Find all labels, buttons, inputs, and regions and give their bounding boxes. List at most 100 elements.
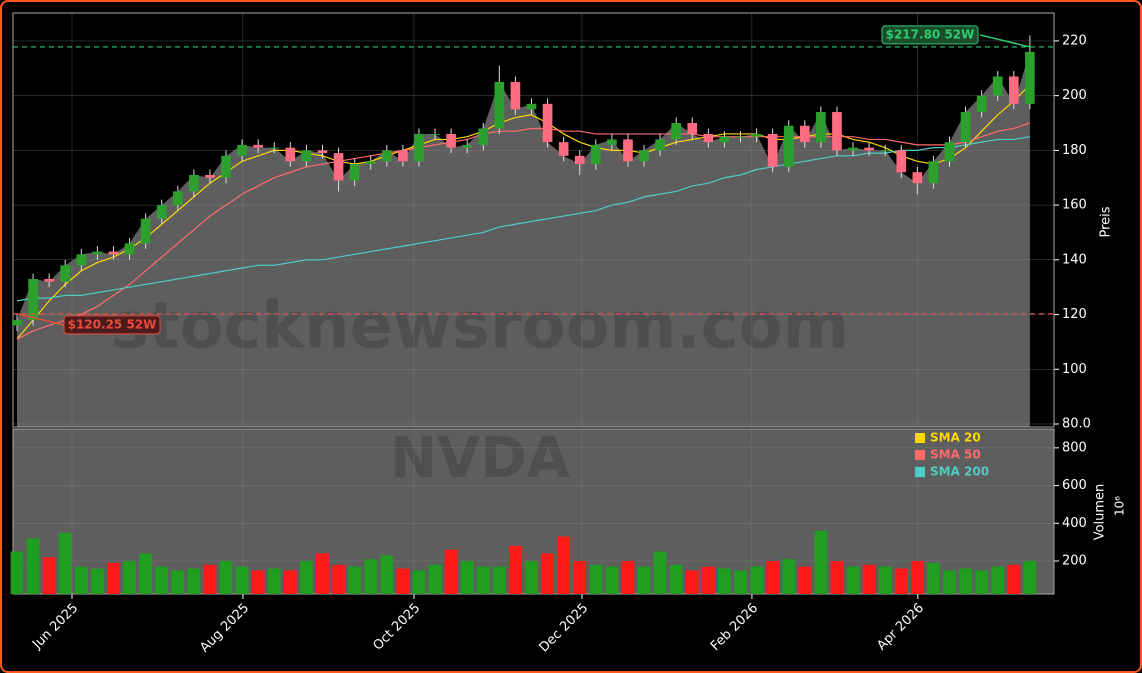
price-area bbox=[17, 51, 1030, 427]
x-tick-label: Aug 2025 bbox=[197, 601, 252, 656]
legend-swatch bbox=[915, 467, 925, 477]
volume-bar bbox=[155, 566, 169, 594]
y-tick-label: 800 bbox=[1062, 440, 1087, 455]
candle-body bbox=[317, 150, 328, 154]
candle-body bbox=[28, 278, 38, 321]
watermark: stocknewsroom.com bbox=[111, 290, 849, 364]
volume-bar bbox=[299, 561, 313, 594]
candle-body bbox=[478, 128, 489, 145]
volume-bar bbox=[203, 564, 217, 594]
volume-bar bbox=[605, 566, 619, 594]
candle-body bbox=[124, 243, 135, 255]
ticker-watermark: NVDA bbox=[390, 426, 571, 491]
candle-body bbox=[76, 254, 87, 266]
volume-bar bbox=[251, 570, 265, 594]
candle-body bbox=[44, 278, 54, 282]
y-tick-label: 600 bbox=[1062, 478, 1087, 493]
candle-body bbox=[365, 161, 376, 165]
x-tick-label: Feb 2026 bbox=[708, 601, 761, 654]
volume-bar bbox=[123, 561, 136, 594]
candle-body bbox=[462, 144, 473, 148]
volume-bar bbox=[1023, 561, 1037, 594]
volume-bar bbox=[508, 545, 522, 594]
volume-bar bbox=[685, 570, 699, 594]
candle-body bbox=[1025, 51, 1035, 104]
annotation-box bbox=[881, 25, 979, 45]
volume-bar bbox=[782, 559, 796, 594]
volume-bar bbox=[573, 561, 587, 594]
candle-body bbox=[172, 191, 183, 206]
volume-bar bbox=[139, 553, 153, 594]
candle-body bbox=[398, 150, 408, 162]
legend-swatch bbox=[915, 450, 925, 460]
candle-body bbox=[896, 150, 907, 173]
candle-body bbox=[381, 150, 392, 162]
volume-bar bbox=[235, 566, 249, 594]
candle-body bbox=[349, 164, 360, 181]
volume-bar bbox=[316, 553, 329, 594]
candle-body bbox=[607, 139, 617, 145]
volume-bar bbox=[219, 561, 233, 594]
volume-bar bbox=[734, 570, 747, 594]
candle-body bbox=[848, 147, 858, 151]
volume-bar bbox=[878, 566, 892, 594]
volume-bar bbox=[814, 530, 828, 594]
axis-unit: 10⁶ bbox=[1113, 496, 1127, 516]
volume-bar bbox=[283, 570, 297, 594]
volume-bar bbox=[58, 532, 72, 594]
candle-body bbox=[269, 147, 280, 149]
volume-bar bbox=[348, 566, 362, 594]
candle-body bbox=[590, 144, 601, 165]
legend-label: SMA 20 bbox=[930, 431, 981, 445]
y-tick-label: 140 bbox=[1062, 252, 1087, 267]
candle-body bbox=[1008, 76, 1019, 104]
candle-body bbox=[494, 81, 505, 129]
candle-body bbox=[301, 150, 312, 162]
volume-bar bbox=[107, 562, 120, 594]
volume-bar bbox=[396, 568, 410, 594]
annotation-label: $217.80 52W bbox=[886, 27, 975, 41]
candle-body bbox=[140, 218, 151, 244]
volume-bar bbox=[589, 564, 603, 594]
legend-label: SMA 50 bbox=[930, 448, 981, 462]
candle-body bbox=[430, 133, 440, 135]
annotation-arrow bbox=[16, 313, 65, 326]
y-tick-label: 160 bbox=[1062, 198, 1087, 213]
volume-bar bbox=[460, 561, 474, 594]
annotation-label: $120.25 52W bbox=[68, 317, 157, 331]
candle-body bbox=[285, 147, 296, 162]
candle-body bbox=[623, 139, 633, 162]
candle-body bbox=[751, 133, 762, 137]
candle-body bbox=[253, 144, 264, 148]
volume-bar bbox=[894, 568, 908, 594]
candle-body bbox=[671, 122, 682, 140]
candle-body bbox=[414, 133, 424, 162]
volume-bar bbox=[943, 570, 956, 594]
y-tick-label: 400 bbox=[1062, 516, 1087, 531]
candle-body bbox=[960, 112, 971, 143]
volume-bar bbox=[830, 561, 844, 594]
volume-bar bbox=[798, 566, 812, 594]
candle-body bbox=[832, 112, 842, 151]
sma-line bbox=[16, 84, 1031, 340]
candle-body bbox=[799, 125, 810, 143]
volume-bar bbox=[637, 566, 651, 594]
candle-body bbox=[221, 155, 231, 178]
candle-body bbox=[333, 153, 344, 181]
candle-body bbox=[510, 81, 521, 110]
x-tick-label: Dec 2025 bbox=[537, 601, 592, 656]
volume-bar bbox=[910, 561, 924, 594]
candle-body bbox=[880, 150, 891, 152]
candle-body bbox=[735, 136, 746, 138]
volume-bar bbox=[412, 570, 426, 594]
volume-bar bbox=[187, 568, 201, 594]
candle-body bbox=[783, 125, 794, 167]
volume-bar bbox=[476, 566, 490, 594]
candle-body bbox=[526, 103, 537, 110]
candle-body bbox=[446, 133, 456, 148]
y-tick-label: 120 bbox=[1062, 307, 1087, 322]
volume-bar bbox=[862, 564, 876, 594]
candle-body bbox=[655, 139, 665, 151]
